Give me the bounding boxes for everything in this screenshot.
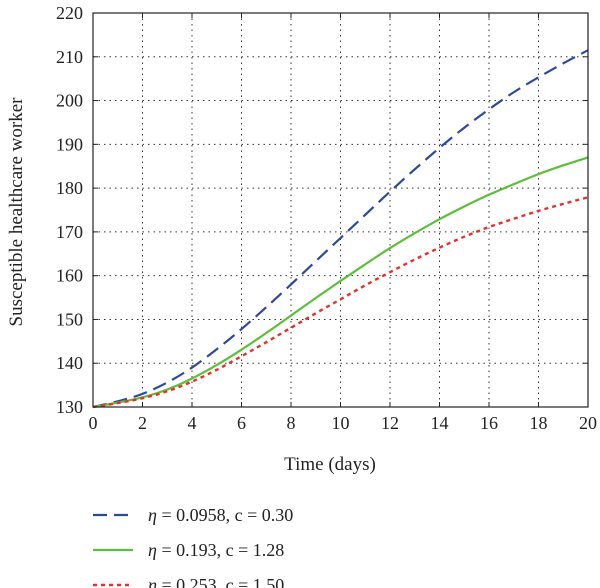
legend-item-2: η = 0.193, c = 1.28: [93, 540, 284, 560]
y-tick-label: 180: [56, 178, 83, 198]
legend-label: η = 0.253, c = 1.50: [148, 575, 284, 588]
x-tick-label: 16: [480, 413, 498, 433]
y-tick-label: 150: [56, 309, 83, 329]
grid-lines: [93, 13, 588, 407]
y-tick-label: 190: [56, 134, 83, 154]
y-tick-label: 200: [56, 91, 83, 111]
y-axis-tick-labels: 130 140 150 160 170 180 190 200 210 220: [56, 3, 83, 417]
x-tick-label: 14: [431, 413, 449, 433]
series-line-3: [92, 196, 589, 409]
y-tick-label: 140: [56, 353, 83, 373]
series-line-1: [92, 49, 589, 409]
x-tick-label: 2: [138, 413, 147, 433]
legend-item-1: η = 0.0958, c = 0.30: [93, 505, 293, 525]
axis-ticks: [92, 12, 589, 408]
legend: η = 0.0958, c = 0.30 η = 0.193, c = 1.28 η…: [93, 505, 293, 588]
plot-frame: [92, 12, 589, 408]
data-series: [92, 49, 589, 409]
x-axis-tick-labels: 0 2 4 6 8 10 12 14 16 18 20: [89, 413, 598, 433]
x-tick-label: 20: [579, 413, 597, 433]
y-tick-label: 160: [56, 266, 83, 286]
x-tick-label: 18: [530, 413, 548, 433]
y-axis-title: Susceptible healthcare worker: [6, 97, 27, 327]
x-tick-label: 10: [332, 413, 350, 433]
y-tick-label: 220: [56, 3, 83, 23]
y-tick-label: 130: [56, 397, 83, 417]
x-tick-label: 8: [287, 413, 296, 433]
y-tick-label: 170: [56, 222, 83, 242]
x-tick-label: 6: [237, 413, 246, 433]
x-tick-label: 0: [89, 413, 98, 433]
legend-label: η = 0.0958, c = 0.30: [148, 505, 293, 525]
series-line-2: [92, 156, 589, 409]
legend-label: η = 0.193, c = 1.28: [148, 540, 284, 560]
x-tick-label: 12: [381, 413, 399, 433]
legend-item-3: η = 0.253, c = 1.50: [93, 575, 284, 588]
x-axis-title: Time (days): [284, 454, 376, 475]
x-tick-label: 4: [188, 413, 197, 433]
y-tick-label: 210: [56, 47, 83, 67]
